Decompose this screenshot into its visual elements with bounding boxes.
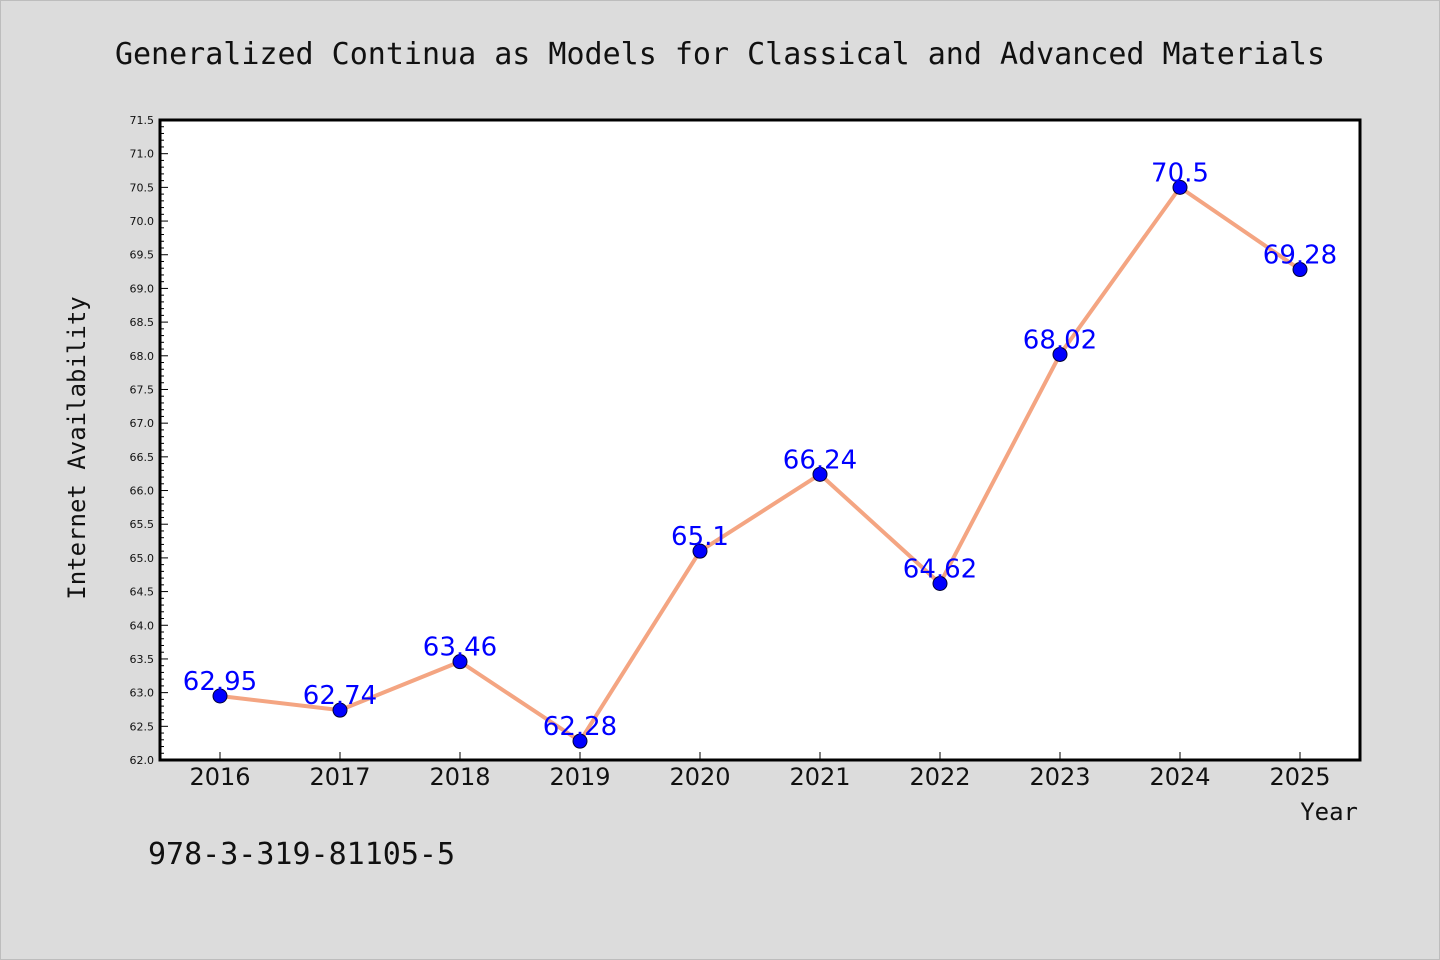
- chart-title: Generalized Continua as Models for Class…: [115, 37, 1325, 72]
- data-label: 68.02: [1023, 325, 1097, 355]
- data-point: [692, 543, 708, 559]
- y-tick-label: 64.0: [130, 619, 155, 632]
- data-point: [1052, 346, 1068, 362]
- y-tick-label: 71.0: [130, 148, 155, 161]
- y-tick-label: 62.5: [130, 720, 155, 733]
- x-tick-label: 2023: [1029, 763, 1090, 791]
- data-label: 62.95: [183, 667, 257, 697]
- data-label: 63.46: [423, 633, 497, 663]
- y-tick-label: 68.0: [130, 350, 155, 363]
- x-axis-label: Year: [1300, 798, 1358, 826]
- x-tick-label: 2024: [1149, 763, 1210, 791]
- data-label: 62.28: [543, 712, 617, 742]
- data-label: 65.1: [671, 522, 729, 552]
- x-tick-label: 2017: [309, 763, 370, 791]
- series-line: [219, 185, 1302, 744]
- x-tick-label: 2021: [789, 763, 850, 791]
- data-label: 66.24: [783, 445, 857, 475]
- y-tick-label: 67.0: [130, 417, 155, 430]
- data-point: [332, 702, 348, 718]
- y-tick-label: 67.5: [130, 383, 155, 396]
- x-axis: 2016 2017 2018 2019 2020 2021 2022 2023 2024 2025: [189, 752, 1331, 791]
- data-label: 62.74: [303, 681, 377, 711]
- x-tick-label: 2016: [189, 763, 250, 791]
- y-tick-label: 63.0: [130, 687, 155, 700]
- y-tick-label: 68.5: [130, 316, 155, 329]
- data-point: [452, 654, 468, 670]
- x-tick-label: 2018: [429, 763, 490, 791]
- data-label: 64.62: [903, 554, 977, 584]
- data-label: 69.28: [1263, 241, 1337, 271]
- y-tick-label: 69.5: [130, 249, 155, 262]
- y-tick-label: 65.0: [130, 552, 155, 565]
- y-tick-label: 66.5: [130, 451, 155, 464]
- plot-area: [158, 118, 1362, 762]
- y-tick-label: 64.5: [130, 586, 155, 599]
- y-tick-label: 69.0: [130, 282, 155, 295]
- y-tick-label: 65.5: [130, 518, 155, 531]
- data-labels: 62.95 62.74 63.46 62.28 65.1 66.24 64.62 68.02 7…: [183, 158, 1337, 742]
- data-label: 70.5: [1151, 158, 1209, 188]
- x-tick-label: 2020: [669, 763, 730, 791]
- isbn-caption: 978-3-319-81105-5: [148, 837, 455, 872]
- y-tick-label: 70.5: [130, 181, 155, 194]
- x-tick-label: 2022: [909, 763, 970, 791]
- y-tick-label: 70.0: [130, 215, 155, 228]
- y-axis: 62.0 62.5 63.0 63.5 64.0 64.5 65.0 65.5 66.0 66.5…: [130, 114, 168, 767]
- data-point: [212, 688, 228, 704]
- x-tick-label: 2019: [549, 763, 610, 791]
- data-point: [572, 733, 588, 749]
- y-tick-label: 71.5: [130, 114, 155, 127]
- data-point: [1292, 262, 1308, 278]
- x-tick-label: 2025: [1269, 763, 1330, 791]
- y-tick-label: 66.0: [130, 485, 155, 498]
- data-point: [812, 466, 828, 482]
- data-point: [1172, 179, 1188, 195]
- series-line-group: [219, 185, 1302, 744]
- y-tick-label: 63.5: [130, 653, 155, 666]
- y-axis-label: Internet Availability: [63, 296, 91, 599]
- data-point: [932, 575, 948, 591]
- data-markers: [212, 179, 1308, 749]
- y-tick-label: 62.0: [130, 754, 155, 767]
